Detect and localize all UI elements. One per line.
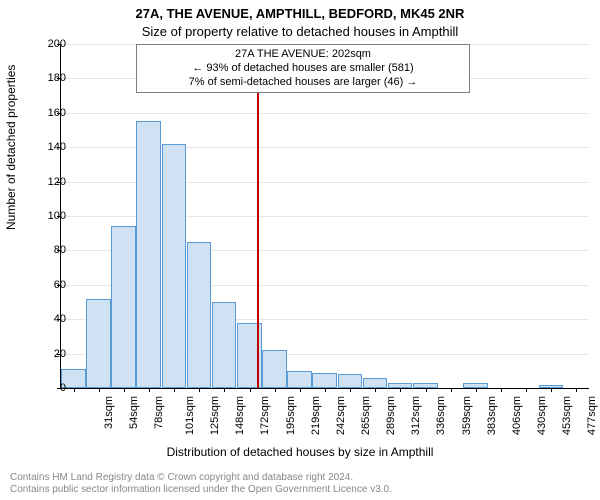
footer-line2: Contains public sector information licen…	[10, 484, 590, 496]
x-tick	[325, 388, 326, 392]
x-tick	[124, 388, 125, 392]
x-tick	[74, 388, 75, 392]
x-tick	[551, 388, 552, 392]
x-tick	[99, 388, 100, 392]
histogram-bar	[111, 226, 136, 388]
histogram-bar	[312, 373, 337, 388]
histogram-bar	[86, 299, 111, 388]
histogram-bar	[136, 121, 161, 388]
x-tick-label: 477sqm	[586, 396, 598, 435]
annotation-line2: ← 93% of detached houses are smaller (58…	[143, 62, 463, 76]
x-tick-label: 195sqm	[285, 396, 297, 435]
x-tick	[149, 388, 150, 392]
histogram-bar	[212, 302, 237, 388]
x-axis-label: Distribution of detached houses by size …	[0, 445, 600, 459]
y-tick-label: 60	[38, 279, 66, 291]
y-axis-label: Number of detached properties	[4, 65, 18, 230]
x-tick	[501, 388, 502, 392]
x-tick-label: 383sqm	[486, 396, 498, 435]
x-tick-label: 406sqm	[511, 396, 523, 435]
x-tick-label: 172sqm	[260, 396, 272, 435]
x-tick-label: 265sqm	[360, 396, 372, 435]
x-tick-label: 242sqm	[335, 396, 347, 435]
x-tick-label: 430sqm	[536, 396, 548, 435]
histogram-bar	[187, 242, 212, 388]
annotation-line1: 27A THE AVENUE: 202sqm	[143, 48, 463, 62]
x-tick	[476, 388, 477, 392]
x-tick	[400, 388, 401, 392]
histogram-bar	[287, 371, 312, 388]
y-tick-label: 120	[38, 176, 66, 188]
y-tick-label: 40	[38, 313, 66, 325]
y-tick-label: 180	[38, 72, 66, 84]
x-tick-label: 312sqm	[410, 396, 422, 435]
x-tick-label: 125sqm	[209, 396, 221, 435]
property-marker-line	[257, 44, 259, 388]
x-tick	[426, 388, 427, 392]
x-tick	[300, 388, 301, 392]
histogram-bar	[262, 350, 287, 388]
y-tick-label: 100	[38, 210, 66, 222]
title-address: 27A, THE AVENUE, AMPTHILL, BEDFORD, MK45…	[0, 6, 600, 21]
x-tick	[174, 388, 175, 392]
x-tick	[576, 388, 577, 392]
x-tick	[375, 388, 376, 392]
y-tick-label: 200	[38, 38, 66, 50]
x-tick	[451, 388, 452, 392]
annotation-box: 27A THE AVENUE: 202sqm ← 93% of detached…	[136, 44, 470, 93]
histogram-bar	[338, 374, 363, 388]
y-tick-label: 140	[38, 141, 66, 153]
x-tick	[350, 388, 351, 392]
x-tick-label: 289sqm	[385, 396, 397, 435]
histogram-plot	[60, 44, 589, 389]
histogram-bar	[162, 144, 187, 388]
x-tick-label: 54sqm	[128, 396, 140, 429]
x-tick-label: 453sqm	[561, 396, 573, 435]
y-tick-label: 20	[38, 348, 66, 360]
x-tick	[250, 388, 251, 392]
y-tick-label: 160	[38, 107, 66, 119]
title-subtitle: Size of property relative to detached ho…	[0, 24, 600, 39]
x-tick-label: 31sqm	[103, 396, 115, 429]
x-tick-label: 336sqm	[436, 396, 448, 435]
y-tick-label: 0	[38, 382, 66, 394]
x-tick	[224, 388, 225, 392]
x-tick	[199, 388, 200, 392]
annotation-line3: 7% of semi-detached houses are larger (4…	[143, 76, 463, 90]
x-tick-label: 101sqm	[184, 396, 196, 435]
x-tick	[275, 388, 276, 392]
x-tick-label: 359sqm	[461, 396, 473, 435]
x-tick	[526, 388, 527, 392]
footer-attribution: Contains HM Land Registry data © Crown c…	[10, 472, 590, 496]
footer-line1: Contains HM Land Registry data © Crown c…	[10, 472, 590, 484]
histogram-bar	[363, 378, 388, 388]
y-tick-label: 80	[38, 244, 66, 256]
x-tick-label: 148sqm	[234, 396, 246, 435]
gridline	[61, 113, 589, 114]
x-tick-label: 78sqm	[153, 396, 165, 429]
x-tick-label: 219sqm	[310, 396, 322, 435]
